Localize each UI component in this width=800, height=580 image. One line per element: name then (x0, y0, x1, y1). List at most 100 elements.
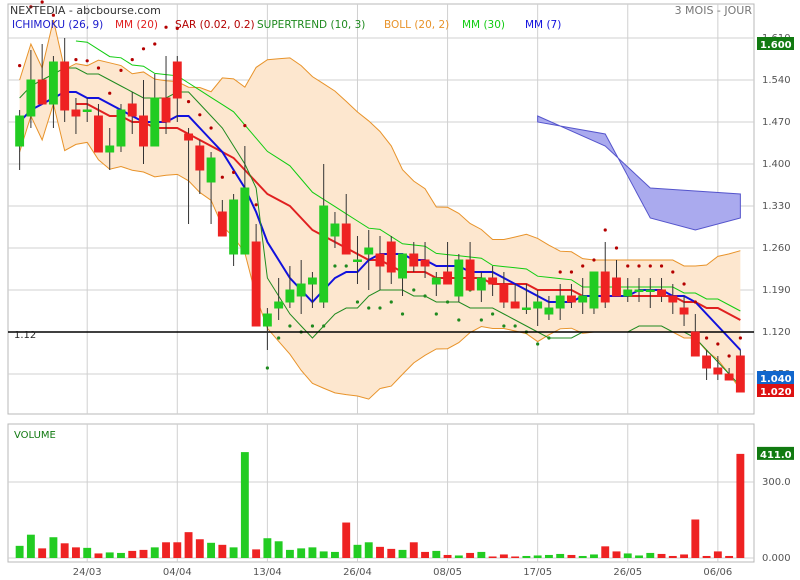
volume-bar (229, 547, 238, 558)
candle-body (48, 61, 58, 105)
sar-dot (277, 336, 281, 340)
sar-dot (513, 324, 517, 328)
price-badge-high: 1.600 (760, 40, 792, 51)
candle-body (37, 79, 47, 105)
legend-entry: MM (30) (462, 19, 505, 31)
sar-dot (85, 59, 89, 63)
candle-body (544, 307, 554, 315)
bollinger-upper-line (19, 19, 741, 267)
volume-bar (38, 548, 47, 558)
candle-body (679, 307, 689, 315)
volume-bar (195, 539, 204, 558)
price-tick-label: 1.190 (762, 285, 791, 296)
volume-bar (409, 542, 418, 558)
sar-dot (119, 68, 123, 72)
volume-badge: 411.0 (760, 450, 792, 461)
sar-dot (232, 170, 236, 174)
candle-body (386, 241, 396, 273)
volume-panel-frame (7, 423, 755, 563)
sar-dot (130, 58, 134, 62)
price-tick-label: 1.260 (762, 243, 791, 254)
sar-dot (592, 258, 596, 262)
price-tick-label: 1.400 (762, 159, 791, 170)
candle-body (476, 277, 486, 291)
sar-dot (682, 282, 686, 286)
volume-bar (646, 552, 655, 558)
date-label: 24/03 (73, 567, 102, 578)
sar-dot (558, 270, 562, 274)
volume-bar (713, 551, 722, 558)
sar-dot (153, 42, 157, 46)
sar-dot (220, 175, 224, 179)
volume-bar (432, 550, 441, 558)
price-tick-label: 1.540 (762, 75, 791, 86)
volume-bar (488, 556, 497, 558)
sar-dot (738, 336, 742, 340)
candle-body (262, 313, 272, 327)
sar-dot (333, 264, 337, 268)
sar-dot (614, 246, 619, 250)
candle-body (172, 61, 182, 99)
volume-bar (544, 554, 553, 558)
sar-dot (108, 91, 112, 95)
sar-dot (659, 264, 664, 268)
sar-dot (581, 264, 585, 268)
candle-body (409, 253, 419, 267)
candle-body (623, 289, 633, 297)
candle-body (443, 271, 453, 285)
candle-body (533, 301, 543, 309)
volume-bar (702, 555, 711, 558)
volume-bar (105, 552, 114, 558)
volume-bar (274, 541, 283, 558)
candle-body (353, 259, 362, 262)
candle-body (488, 277, 498, 285)
candle-body (657, 289, 666, 297)
price-badge-high-bg (757, 37, 794, 50)
volume-bar (60, 543, 69, 558)
volume-bar (725, 555, 734, 558)
sar-dot (243, 124, 247, 128)
candle-body (307, 277, 317, 285)
sar-dot (288, 324, 292, 328)
volume-bar (623, 553, 632, 558)
date-label: 13/04 (253, 567, 282, 578)
candle-body (713, 367, 723, 375)
candle-body (26, 79, 36, 117)
legend-entry: ICHIMOKU (26, 9) (12, 19, 103, 31)
candle-body (330, 223, 340, 237)
volume-bar (466, 552, 475, 558)
sar-dot (198, 113, 202, 117)
sar-dot (412, 288, 416, 292)
volume-bar (139, 549, 148, 558)
sar-dot (96, 66, 101, 70)
sar-dot (479, 318, 483, 322)
sar-dot (603, 228, 607, 232)
volume-bar (162, 542, 170, 558)
volume-bar (26, 534, 35, 558)
volume-bar (477, 551, 486, 558)
candle-body (285, 289, 295, 303)
legend-entry: MM (7) (525, 19, 561, 31)
candle-body (195, 145, 205, 171)
volume-bar (578, 555, 587, 558)
sar-dot (310, 324, 315, 328)
candle-body (217, 211, 227, 237)
volume-bar (556, 553, 565, 558)
price-badge-mm7: 1.040 (760, 374, 792, 385)
volume-bar (691, 519, 700, 558)
volume-bar (590, 554, 598, 558)
sar-dot (40, 0, 44, 4)
sar-dot (322, 324, 326, 328)
candle-body (139, 115, 148, 147)
candle-body (364, 247, 374, 255)
candle-body (375, 253, 385, 267)
date-label: 06/06 (703, 567, 732, 578)
volume-bar (263, 538, 272, 558)
sar-dot (141, 47, 146, 51)
volume-bar (680, 554, 689, 558)
candle-body (521, 307, 531, 310)
volume-bar (94, 553, 103, 558)
legend-entry: SUPERTREND (10, 3) (257, 19, 365, 31)
legend-entry: MM (20) (115, 19, 158, 31)
candle-body (296, 283, 306, 297)
